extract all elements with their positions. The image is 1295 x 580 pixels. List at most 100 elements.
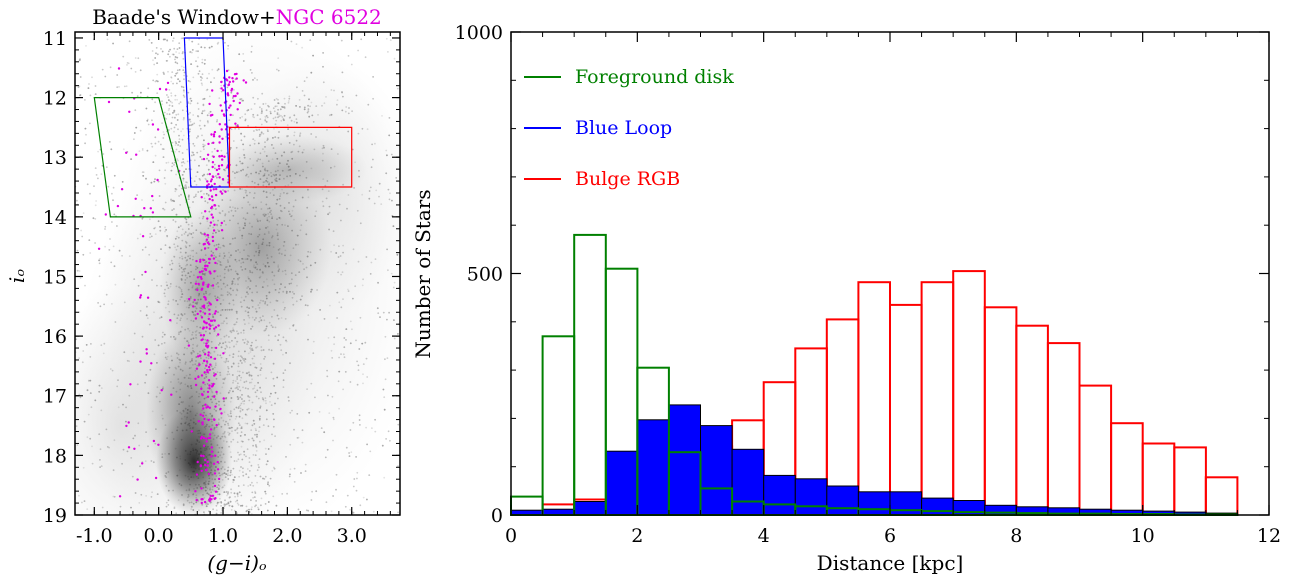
cmd-star (250, 508, 253, 511)
cmd-star (206, 173, 209, 176)
ngc6522-star (225, 69, 229, 73)
cmd-star (178, 42, 181, 45)
cmd-star (232, 140, 235, 142)
cmd-star (331, 395, 334, 398)
ngc6522-star (205, 440, 208, 443)
cmd-star (160, 143, 162, 146)
cmd-star (191, 151, 194, 154)
ngc6522-star (214, 405, 217, 408)
cmd-star (314, 396, 316, 399)
cmd-star (253, 496, 256, 498)
cmd-star (267, 481, 269, 484)
cmd-star (236, 370, 239, 373)
cmd-star (253, 362, 256, 365)
cmd-star (89, 192, 91, 195)
cmd-star (153, 311, 155, 314)
ngc6522-star (209, 363, 212, 366)
cmd-star (182, 134, 185, 137)
cmd-star (236, 495, 239, 498)
ngc6522-star (141, 235, 145, 238)
cmd-star (246, 422, 249, 425)
cmd-star (152, 79, 155, 82)
ngc6522-star (213, 182, 216, 186)
cmd-star (183, 170, 186, 173)
cmd-star (265, 109, 268, 112)
cmd-star (248, 374, 251, 377)
cmd-star (347, 290, 350, 292)
cmd-star (228, 346, 231, 349)
cmd-star (183, 170, 186, 173)
cmd-star (321, 104, 323, 107)
ngc6522-star (188, 297, 191, 301)
cmd-star (125, 406, 127, 409)
cmd-star (117, 379, 119, 382)
cmd-star (112, 186, 115, 189)
cmd-star (240, 431, 243, 434)
bar-bulge-rgb (1078, 384, 1113, 516)
cmd-star (257, 506, 259, 509)
ngc6522-star (143, 207, 146, 210)
cmd-star (260, 349, 263, 352)
ngc6522-star (197, 420, 200, 423)
cmd-star (256, 389, 259, 392)
ngc6522-star (205, 322, 208, 325)
cmd-star (253, 387, 256, 389)
cmd-star (352, 297, 354, 300)
cmd-star (161, 122, 164, 124)
cmd-star (260, 349, 263, 352)
cmd-star (208, 72, 210, 75)
ngc6522-star (202, 283, 205, 286)
cmd-star (243, 400, 246, 402)
ngc6522-star (206, 264, 209, 268)
cmd-star (265, 121, 268, 123)
cmd-star (145, 374, 148, 376)
cmd-star (260, 367, 263, 369)
cmd-star (177, 128, 179, 131)
cmd-star (189, 111, 192, 114)
cmd-star (216, 42, 219, 45)
cmd-star (88, 379, 90, 382)
cmd-star (178, 102, 181, 105)
cmd-star (227, 491, 230, 494)
ngc6522-star (208, 406, 211, 409)
cmd-star (257, 97, 259, 100)
ngc6522-star (232, 80, 235, 83)
cmd-star (301, 90, 304, 92)
cmd-star (201, 84, 204, 86)
ngc6522-star (203, 267, 206, 271)
cmd-star (326, 375, 329, 378)
cmd-star (309, 105, 311, 108)
cmd-star (276, 105, 278, 108)
cmd-star (255, 395, 258, 398)
cmd-star (258, 458, 261, 460)
cmd-star (225, 503, 228, 505)
cmd-star (206, 88, 209, 91)
ngc6522-star (209, 180, 213, 183)
ngc6522-star (202, 334, 206, 337)
cmd-star (241, 362, 243, 364)
ngc6522-star (116, 204, 120, 208)
cmd-star (122, 55, 125, 58)
cmd-star (228, 354, 231, 357)
cmd-star (252, 79, 254, 81)
cmd-star (198, 124, 201, 127)
ngc6522-star (97, 247, 101, 250)
cmd-star (256, 433, 258, 436)
cmd-star (139, 129, 142, 132)
cmd-star (160, 248, 162, 251)
cmd-star (293, 120, 296, 123)
cmd-star (295, 118, 298, 120)
cmd-star (94, 242, 96, 244)
cmd-star (247, 407, 250, 410)
cmd-star (288, 95, 291, 98)
cmd-star (346, 494, 349, 497)
cmd-star (247, 485, 250, 487)
cmd-star (157, 344, 160, 347)
cmd-star (117, 406, 120, 409)
cmd-star (204, 59, 206, 61)
cmd-star (255, 500, 257, 502)
ngc6522-star (208, 312, 211, 316)
cmd-star (328, 412, 331, 414)
cmd-star (320, 427, 323, 429)
